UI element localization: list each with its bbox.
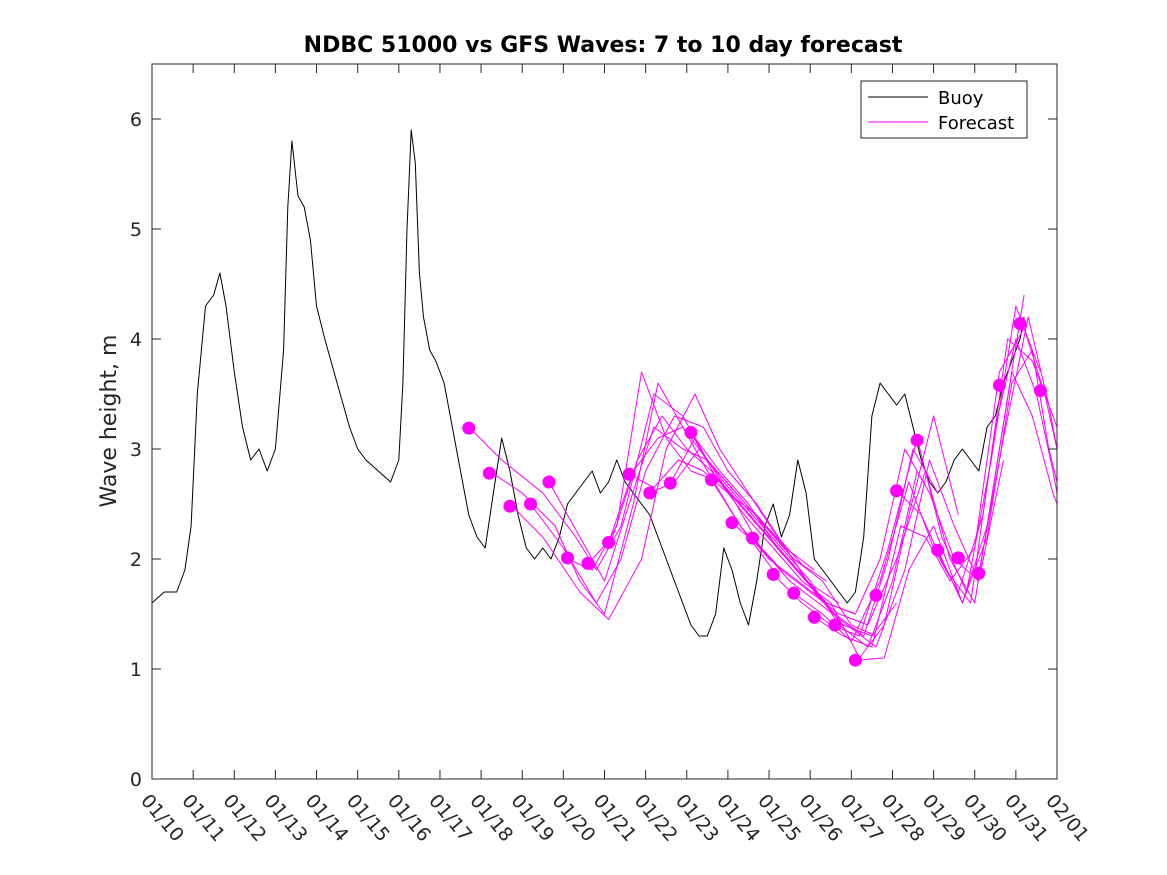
forecast-marker bbox=[951, 551, 965, 565]
x-tick-label: 01/16 bbox=[383, 790, 435, 846]
x-tick-label: 01/10 bbox=[136, 790, 188, 846]
forecast-marker bbox=[684, 426, 698, 439]
forecast-marker bbox=[766, 567, 780, 581]
forecast-marker bbox=[746, 531, 760, 545]
forecast-marker bbox=[828, 618, 842, 632]
x-tick-label: 01/18 bbox=[465, 790, 517, 846]
x-tick-label: 01/26 bbox=[794, 790, 846, 846]
forecast-marker bbox=[524, 497, 537, 511]
x-tick-label: 01/25 bbox=[753, 790, 805, 846]
forecast-marker bbox=[622, 467, 636, 481]
x-tick-label: 01/14 bbox=[301, 790, 353, 846]
forecast-marker bbox=[1013, 317, 1027, 331]
forecast-line-20 bbox=[896, 338, 1058, 604]
forecast-marker bbox=[972, 566, 986, 580]
forecast-line-3 bbox=[509, 393, 803, 620]
forecast-line-11 bbox=[669, 437, 939, 637]
x-tick-label: 01/21 bbox=[589, 790, 641, 846]
chart-title: NDBC 51000 vs GFS Waves: 7 to 10 day for… bbox=[304, 33, 903, 58]
x-tick-label: 01/15 bbox=[342, 790, 394, 846]
x-tick-label: 01/17 bbox=[424, 790, 476, 846]
x-tick-label: 01/12 bbox=[218, 790, 270, 846]
forecast-marker bbox=[931, 543, 945, 557]
x-tick-label: 01/19 bbox=[506, 790, 558, 846]
y-tick-label: 6 bbox=[130, 109, 142, 131]
forecast-line-2 bbox=[489, 382, 774, 615]
forecast-marker bbox=[462, 421, 476, 435]
forecast-marker bbox=[992, 378, 1006, 392]
forecast-marker bbox=[787, 586, 801, 600]
forecast-marker bbox=[663, 476, 677, 490]
y-tick-label: 0 bbox=[130, 769, 142, 791]
y-tick-label: 5 bbox=[130, 219, 142, 241]
y-tick-label: 4 bbox=[130, 329, 142, 351]
x-tick-label: 01/27 bbox=[835, 790, 887, 846]
x-tick-label: 01/20 bbox=[548, 790, 600, 846]
forecast-marker bbox=[482, 466, 496, 480]
forecast-line-21 bbox=[937, 371, 1058, 604]
legend: Buoy Forecast bbox=[860, 80, 1028, 139]
forecast-marker bbox=[725, 516, 739, 530]
forecast-marker bbox=[890, 484, 904, 498]
x-tick-label: 01/30 bbox=[959, 790, 1011, 846]
forecast-line-12 bbox=[690, 415, 959, 659]
forecast-marker bbox=[581, 556, 595, 570]
y-axis-label: Wave height, m bbox=[97, 335, 122, 508]
x-tick-label: 01/13 bbox=[260, 790, 312, 846]
forecast-marker bbox=[643, 486, 657, 500]
forecast-marker bbox=[869, 588, 883, 602]
legend-box bbox=[860, 80, 1028, 139]
legend-forecast-label: Forecast bbox=[938, 113, 1014, 134]
y-tick-label: 2 bbox=[130, 549, 142, 571]
x-tick-label: 01/23 bbox=[671, 790, 723, 846]
x-tick-label: 01/28 bbox=[877, 790, 929, 846]
x-tick-label: 02/01 bbox=[1041, 790, 1093, 846]
forecast-line-8 bbox=[608, 426, 877, 637]
forecast-marker bbox=[542, 475, 556, 489]
x-tick-label: 01/24 bbox=[712, 790, 764, 846]
forecast-marker bbox=[705, 473, 718, 487]
forecast-line-22 bbox=[978, 316, 1058, 574]
forecast-line-18 bbox=[814, 327, 1058, 648]
legend-buoy-label: Buoy bbox=[938, 88, 984, 109]
forecast-marker bbox=[561, 551, 574, 565]
y-tick-label: 3 bbox=[130, 439, 142, 461]
x-tick-label: 01/11 bbox=[177, 790, 229, 846]
y-tick-label: 1 bbox=[130, 659, 142, 681]
plot-area bbox=[152, 64, 1057, 779]
forecast-line-4 bbox=[530, 415, 815, 604]
forecast-marker bbox=[848, 653, 862, 667]
x-tick-label: 01/31 bbox=[1000, 790, 1052, 846]
forecast-marker bbox=[602, 536, 616, 549]
forecast-line-14 bbox=[731, 459, 1004, 648]
forecast-line-10 bbox=[649, 448, 918, 648]
x-tick-label: 01/22 bbox=[630, 790, 682, 846]
forecast-marker bbox=[1034, 384, 1047, 398]
x-tick-label: 01/29 bbox=[918, 790, 970, 846]
buoy-series-line bbox=[151, 129, 1025, 637]
plot-layer bbox=[151, 129, 1058, 667]
forecast-line-1 bbox=[468, 393, 762, 571]
forecast-marker bbox=[910, 433, 924, 447]
forecast-marker bbox=[503, 499, 517, 513]
forecast-marker bbox=[807, 610, 821, 624]
